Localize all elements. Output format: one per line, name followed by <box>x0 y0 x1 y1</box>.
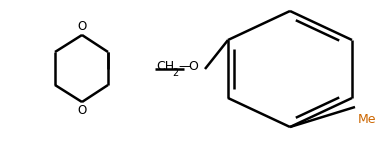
Text: O: O <box>77 20 87 33</box>
Text: O: O <box>77 104 87 117</box>
Text: CH: CH <box>156 61 174 74</box>
Text: O: O <box>188 61 198 74</box>
Text: —: — <box>178 61 190 74</box>
Text: 2: 2 <box>172 68 178 78</box>
Text: Me: Me <box>358 113 377 126</box>
